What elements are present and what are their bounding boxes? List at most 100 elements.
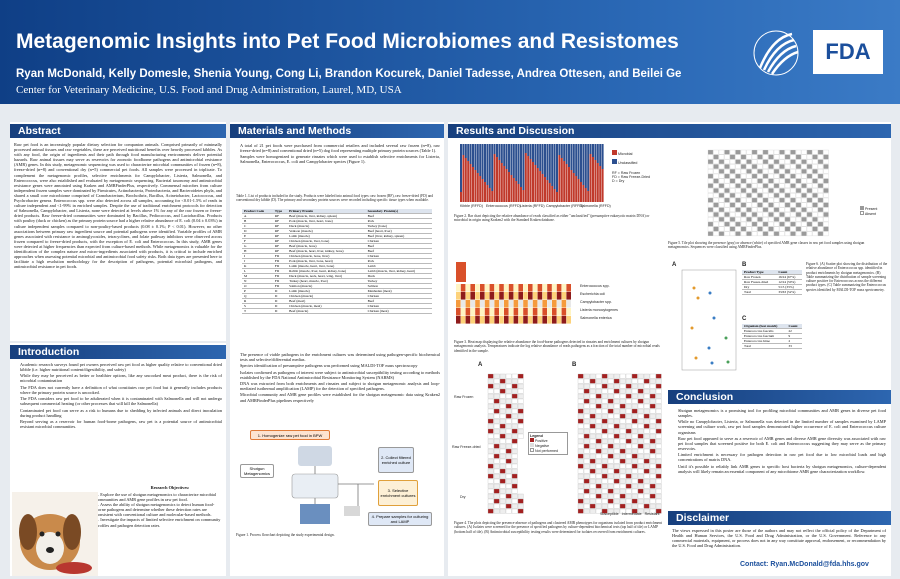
heat-cell: [475, 292, 480, 300]
tile: [499, 438, 506, 444]
tile: [511, 433, 518, 439]
bar-segment: [481, 179, 484, 202]
tile: [505, 463, 512, 469]
bar-segment: [575, 144, 578, 176]
row: D RF Venison (muscle) Beef (heart, liver): [242, 228, 432, 234]
tile: [637, 498, 644, 504]
cell: Dry: [742, 284, 777, 290]
tile: [773, 173, 780, 179]
tile: [806, 149, 813, 155]
tile: [625, 423, 632, 429]
tile: [779, 178, 785, 184]
cell: Raw Freeze-dried: [742, 279, 777, 285]
tile: [499, 393, 506, 399]
tile: [631, 483, 638, 489]
tile: [637, 488, 644, 494]
tile: [762, 193, 769, 198]
tile: [735, 159, 741, 165]
tile: [757, 178, 763, 184]
cell: Pork: [365, 218, 432, 224]
heat-cell: [484, 316, 490, 324]
tile: [718, 212, 725, 217]
tile: [724, 202, 730, 208]
tile: [751, 231, 758, 237]
tile: [806, 183, 813, 189]
heat-cell: [561, 316, 567, 324]
cell: Chicken (muscle, meal): [287, 303, 366, 309]
bullet: While no Campylobacter, Listeria, or Sal…: [678, 419, 886, 434]
x-label: Campylobacter (RFFD): [546, 204, 584, 208]
tile: [746, 173, 752, 179]
tile: [607, 503, 614, 509]
bullet: Limited enrichment is necessary for path…: [678, 452, 886, 462]
tile: [801, 197, 807, 203]
tile: [577, 458, 584, 464]
authors: Ryan McDonald, Kelly Domesle, Shenia You…: [16, 68, 682, 80]
tile: [589, 393, 596, 399]
heat-cell: [489, 284, 495, 292]
tile: [790, 212, 796, 217]
heat-cell: [504, 292, 509, 300]
tile: [823, 221, 829, 227]
tile: [505, 423, 512, 429]
tile: [601, 418, 608, 424]
tile: [713, 221, 719, 227]
tile: [613, 498, 620, 504]
tile: [806, 202, 813, 208]
tile: [601, 478, 608, 484]
tile: [718, 202, 725, 208]
bar-segment: [484, 182, 486, 202]
tile: [595, 498, 602, 504]
flow-step: 1. Homogenize raw pet food in BPW: [250, 430, 330, 440]
heat-cell: [480, 292, 485, 300]
tile: [487, 443, 494, 449]
bar-segment: [467, 161, 470, 202]
tile: [801, 183, 807, 189]
tile: [801, 226, 807, 232]
tile: [595, 503, 602, 509]
cell: M: [242, 273, 273, 279]
tile: [619, 438, 626, 444]
tile: [625, 488, 632, 494]
cell: FD: [272, 258, 288, 264]
tile: [505, 468, 512, 474]
tile: [589, 468, 596, 474]
tile: [718, 183, 725, 189]
bar-segment: [592, 144, 594, 157]
tile: [607, 433, 614, 439]
tile: [619, 508, 626, 514]
tile: [619, 393, 626, 399]
tile: [511, 408, 518, 414]
legend-entry: Present: [865, 207, 878, 211]
heat-cell: [460, 316, 466, 324]
cell: Enterococcus hirae: [742, 338, 787, 344]
bar-segment: [541, 144, 544, 174]
cell: R: [242, 298, 273, 304]
cell: Beef (muscle): [287, 308, 366, 314]
tile: [655, 428, 662, 434]
tile: [812, 178, 818, 184]
cell: 2: [786, 338, 802, 344]
bar-segment: [548, 144, 551, 183]
tile: [762, 178, 769, 184]
tile: [735, 164, 741, 169]
tile: [718, 178, 725, 184]
cell: D: [272, 308, 288, 314]
tile: [517, 503, 524, 509]
tile: [649, 463, 656, 469]
tile: [713, 197, 719, 203]
tile: [619, 428, 626, 434]
bar-segment: [517, 184, 520, 202]
row-label: Dry: [460, 495, 466, 499]
heat-cell: [542, 308, 547, 316]
tile: [779, 164, 785, 169]
tile: [718, 173, 725, 179]
tile: [740, 183, 747, 189]
bar-segment: [601, 144, 604, 169]
tile: [601, 408, 608, 414]
tile: [790, 217, 796, 222]
row: H RF Beef (muscle, heart, liver, kidney, b…: [242, 248, 432, 254]
tile: [649, 398, 656, 404]
tile: [505, 498, 512, 504]
tile: [655, 433, 662, 439]
